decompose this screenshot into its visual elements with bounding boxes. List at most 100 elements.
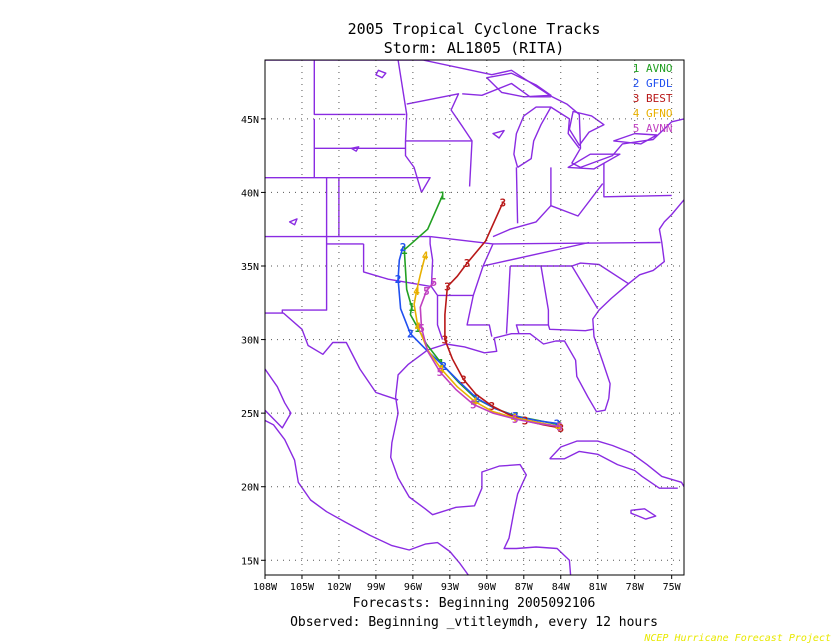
track-line — [419, 281, 560, 428]
track-point-marker: 2 — [440, 360, 447, 373]
x-tick-label: 81W — [589, 582, 608, 593]
x-tick-label: 84W — [552, 582, 571, 593]
y-tick-label: 40N — [241, 188, 259, 199]
border-line — [265, 177, 431, 193]
y-tick-label: 15N — [241, 556, 259, 567]
legend-label: GFDL — [646, 77, 673, 90]
x-tick-label: 87W — [515, 582, 534, 593]
track-point-marker: 1 — [439, 189, 446, 202]
axis-ticks: 108W 105W 102W 99W 96W 93W 90W 87W 84W 81W 78W 75W 1… — [241, 115, 682, 593]
lake-outline — [375, 69, 387, 79]
x-tick-label: 90W — [478, 582, 497, 593]
border-line — [492, 241, 661, 245]
border-line — [492, 183, 604, 238]
border-line — [482, 241, 590, 267]
y-tick-label: 45N — [241, 115, 259, 126]
track-line — [403, 195, 560, 426]
legend-marker: 2 — [633, 77, 640, 90]
chart-title: 2005 Tropical Cyclone Tracks — [348, 20, 601, 38]
x-tick-label: 108W — [253, 582, 278, 593]
track-point-marker: 5 — [423, 285, 430, 298]
legend-label: GFNO — [646, 107, 673, 120]
footer-forecasts: Forecasts: Beginning 2005092106 — [353, 596, 596, 611]
border-line — [405, 140, 473, 187]
gulf-coastline — [390, 333, 610, 575]
track-point-marker: 4 — [438, 363, 445, 376]
border-line — [603, 163, 672, 198]
track-point-marker: 4 — [422, 250, 429, 263]
border-line — [541, 262, 629, 285]
y-tick-label: 20N — [241, 483, 259, 494]
border-line — [430, 235, 494, 337]
x-tick-label: 99W — [367, 582, 386, 593]
track-point-marker: 2 — [395, 273, 402, 286]
track-point-marker: 3 — [464, 257, 471, 270]
us-mexico-border — [265, 312, 399, 401]
border-line — [281, 236, 328, 314]
track-line — [413, 255, 559, 428]
lake-outline — [568, 110, 605, 146]
border-line — [571, 265, 599, 310]
gulf-california-coast — [265, 368, 292, 429]
border-line — [462, 82, 551, 98]
basemap — [265, 60, 684, 575]
border-line — [510, 265, 550, 334]
lake-outline — [613, 132, 658, 145]
track-point-marker: 1 — [472, 392, 479, 405]
x-tick-label: 93W — [441, 582, 460, 593]
track-point-marker: 5 — [470, 398, 477, 411]
lake-outline — [486, 72, 552, 98]
track-point-marker: 3 — [460, 373, 467, 386]
legend-marker: 4 — [633, 107, 640, 120]
legend-label: AVNN — [646, 122, 673, 135]
x-tick-label: 96W — [404, 582, 423, 593]
track-point-marker: 1 — [401, 244, 408, 257]
legend-label: AVNO — [646, 62, 673, 75]
track-point-marker: 4 — [413, 285, 420, 298]
jamaica-coast — [630, 508, 657, 520]
x-tick-label: 75W — [663, 582, 682, 593]
cuba-south-coast — [549, 450, 678, 489]
legend: 1 AVNO 2 GFDL 3 BEST 4 GFNO 5 AVNN — [633, 62, 673, 135]
border-line — [422, 60, 684, 169]
legend-marker: 1 — [633, 62, 640, 75]
track-point-marker: 5 — [431, 276, 438, 289]
border-line — [397, 60, 408, 141]
lake-outline — [567, 153, 621, 170]
track-point-marker: 2 — [407, 328, 414, 341]
track-point-marker: 5 — [418, 322, 425, 335]
y-tick-label: 35N — [241, 262, 259, 273]
track-point-marker: 3 — [557, 422, 564, 435]
border-line — [406, 93, 473, 142]
pacific-coastline — [265, 419, 469, 575]
y-tick-label: 25N — [241, 409, 259, 420]
track-point-marker: 4 — [414, 320, 421, 333]
x-tick-label: 105W — [290, 582, 315, 593]
track-point-marker: 5 — [437, 366, 444, 379]
legend-marker: 3 — [633, 92, 640, 105]
track-point-marker: 5 — [512, 413, 519, 426]
track-point-marker: 3 — [500, 197, 507, 210]
border-line — [547, 324, 593, 332]
track-point-marker: 3 — [442, 334, 449, 347]
lake-outline — [288, 218, 298, 226]
track-point-marker: 1 — [408, 301, 415, 314]
track-point-marker: 2 — [474, 392, 481, 405]
border-line — [550, 106, 580, 149]
track-point-marker: 1 — [556, 419, 563, 432]
gridlines — [265, 60, 684, 575]
track-point-marker: 5 — [556, 420, 563, 433]
track-point-marker: 3 — [444, 281, 451, 294]
plot-frame — [264, 59, 685, 576]
y-tick-label: 30N — [241, 336, 259, 347]
footer-observed: Observed: Beginning _vtitleymdh, every 1… — [290, 615, 658, 630]
credit-label: NCEP Hurricane Forecast Project — [643, 633, 831, 644]
x-tick-label: 102W — [327, 582, 352, 593]
border-line — [429, 236, 434, 287]
legend-label: BEST — [646, 92, 673, 105]
atlantic-coastline — [592, 199, 684, 399]
border-line — [404, 140, 423, 193]
lake-outline — [350, 146, 360, 152]
